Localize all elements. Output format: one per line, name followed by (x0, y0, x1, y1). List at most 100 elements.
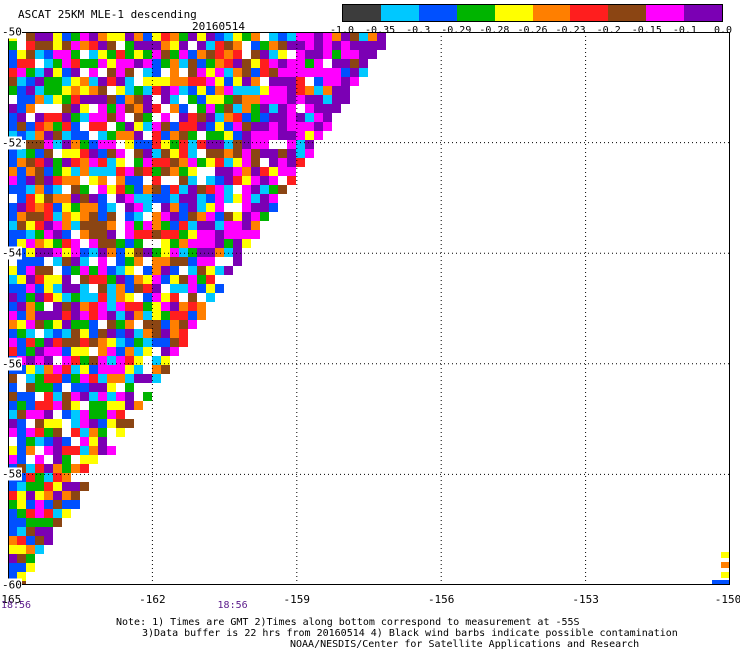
swath-cell (188, 203, 197, 212)
swath-cell (89, 221, 98, 230)
swath-cell (215, 257, 224, 266)
swath-cell (44, 311, 53, 320)
swath-cell (233, 239, 242, 248)
swath-cell (242, 32, 251, 41)
swath-cell (26, 149, 35, 158)
swath-cell (143, 122, 152, 131)
swath-cell (251, 86, 260, 95)
swath-cell (89, 437, 98, 446)
swath-cell (71, 95, 80, 104)
swath-cell (224, 149, 233, 158)
swath-cell (188, 113, 197, 122)
swath-cell (242, 149, 251, 158)
swath-cell (296, 104, 305, 113)
swath-cell (26, 365, 35, 374)
swath-cell (188, 275, 197, 284)
swath-cell (170, 329, 179, 338)
swath-cell (278, 104, 287, 113)
swath-cell (278, 50, 287, 59)
swath-cell (62, 149, 71, 158)
swath-cell (152, 338, 161, 347)
swath-cell (125, 113, 134, 122)
swath-cell (26, 455, 35, 464)
swath-cell (161, 176, 170, 185)
swath-cell (44, 140, 53, 149)
swath-cell (71, 329, 80, 338)
swath-cell (62, 95, 71, 104)
swath-cell (170, 149, 179, 158)
swath-cell (80, 383, 89, 392)
swath-cell (721, 562, 730, 568)
swath-cell (233, 122, 242, 131)
swath-cell (8, 491, 17, 500)
swath-cell (80, 365, 89, 374)
swath-cell (134, 221, 143, 230)
swath-cell (107, 77, 116, 86)
swath-cell (44, 176, 53, 185)
swath-cell (62, 509, 71, 518)
swath-cell (161, 230, 170, 239)
swath-cell (80, 320, 89, 329)
swath-cell (161, 221, 170, 230)
swath-cell (116, 50, 125, 59)
swath-cell (152, 86, 161, 95)
swath-cell (125, 410, 134, 419)
swath-cell (125, 284, 134, 293)
swath-cell (26, 338, 35, 347)
swath-cell (179, 122, 188, 131)
swath-cell (35, 410, 44, 419)
swath-cell (314, 77, 323, 86)
swath-cell (152, 374, 161, 383)
swath-cell (8, 311, 17, 320)
swath-cell (35, 401, 44, 410)
swath-cell (62, 194, 71, 203)
swath-cell (107, 176, 116, 185)
swath-cell (71, 59, 80, 68)
swath-cell (17, 176, 26, 185)
swath-cell (125, 41, 134, 50)
swath-cell (53, 50, 62, 59)
swath-cell (8, 437, 17, 446)
swath-cell (26, 437, 35, 446)
swath-cell (17, 455, 26, 464)
swath-cell (125, 275, 134, 284)
swath-cell (17, 302, 26, 311)
swath-cell (35, 275, 44, 284)
swath-cell (26, 140, 35, 149)
swath-cell (26, 320, 35, 329)
swath-cell (89, 104, 98, 113)
swath-cell (26, 212, 35, 221)
swath-cell (44, 356, 53, 365)
swath-cell (260, 167, 269, 176)
swath-cell (26, 185, 35, 194)
swath-cell (53, 401, 62, 410)
swath-cell (152, 365, 161, 374)
swath-cell (143, 356, 152, 365)
swath-cell (170, 59, 179, 68)
swath-cell (251, 32, 260, 41)
swath-cell (260, 59, 269, 68)
swath-cell (161, 140, 170, 149)
swath-cell (80, 347, 89, 356)
swath-cell (107, 50, 116, 59)
swath-cell (71, 464, 80, 473)
swath-cell (89, 419, 98, 428)
swath-cell (8, 320, 17, 329)
swath-cell (296, 41, 305, 50)
swath-cell (197, 140, 206, 149)
swath-cell (134, 302, 143, 311)
swath-cell (296, 68, 305, 77)
swath-cell (116, 86, 125, 95)
swath-cell (89, 374, 98, 383)
swath-cell (89, 383, 98, 392)
swath-cell (107, 194, 116, 203)
swath-cell (98, 338, 107, 347)
swath-cell (197, 158, 206, 167)
swath-cell (287, 167, 296, 176)
swath-cell (170, 347, 179, 356)
swath-cell (71, 347, 80, 356)
swath-cell (170, 41, 179, 50)
swath-cell (35, 158, 44, 167)
swath-cell (179, 212, 188, 221)
swath-cell (116, 95, 125, 104)
